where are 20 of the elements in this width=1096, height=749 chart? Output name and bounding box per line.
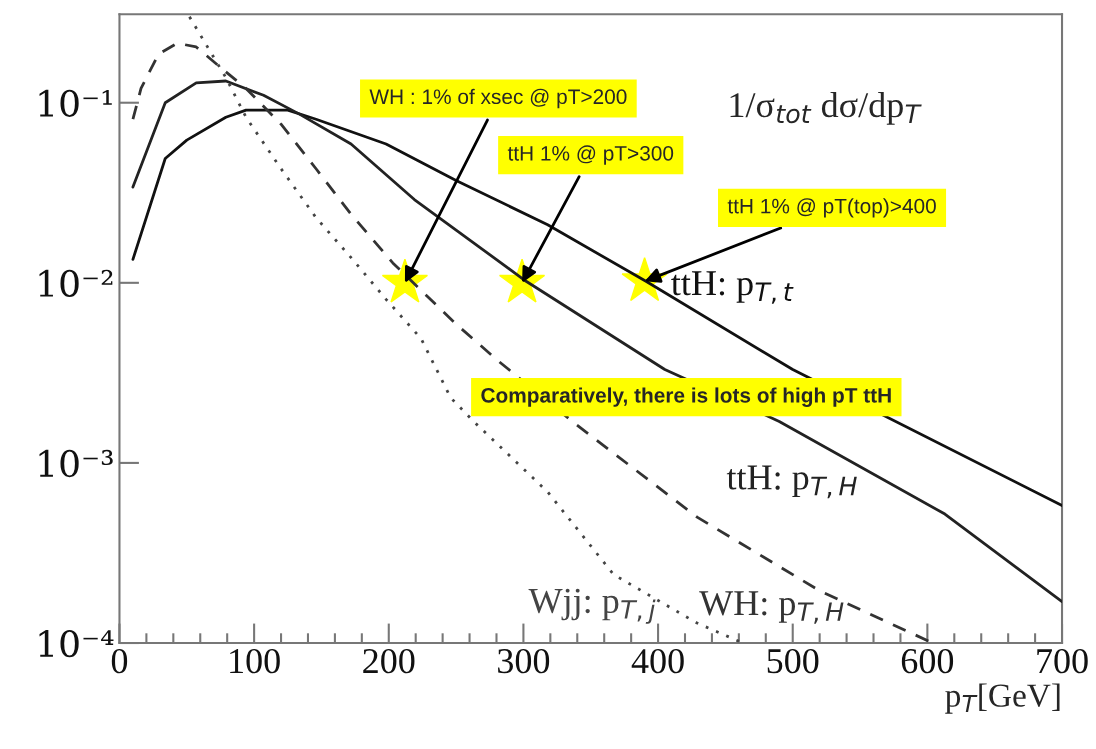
annotation: WH : 1% of xsec @ pT>200 bbox=[369, 88, 627, 109]
x-tick-label: 200 bbox=[363, 648, 415, 674]
x-axis-title: p$_{T}$[GeV] bbox=[945, 683, 1060, 714]
annotation: ttH 1% @ pT(top)>400 bbox=[727, 198, 936, 218]
y-tick-label: 10⁻¹ bbox=[39, 89, 112, 117]
series-label: WH: p$_{T,H}$ bbox=[699, 591, 844, 624]
x-tick-label: 100 bbox=[230, 648, 280, 674]
x-tick-label: 700 bbox=[1037, 648, 1088, 674]
y-tick-label: 10⁻² bbox=[39, 269, 113, 298]
x-tick-label: 600 bbox=[901, 648, 954, 674]
series-label: ttH: p$_{T,H}$ bbox=[726, 465, 857, 499]
series-label: Wjj: p$_{T,j}$ bbox=[528, 588, 656, 624]
x-tick-label: 400 bbox=[631, 648, 684, 674]
y-tick-label: 10⁻³ bbox=[39, 449, 113, 478]
series-label: ttH: p$_{T,t}$ bbox=[671, 271, 794, 304]
text: 1/σ$_{tot}$ dσ/dp$_{T}$ bbox=[730, 91, 922, 125]
x-tick-label: 500 bbox=[767, 648, 819, 674]
annotation: ttH 1% @ pT>300 bbox=[507, 145, 674, 165]
x-tick-label: 300 bbox=[498, 648, 550, 674]
annotation: Comparatively, there is lots of high pT ttH bbox=[481, 387, 891, 407]
